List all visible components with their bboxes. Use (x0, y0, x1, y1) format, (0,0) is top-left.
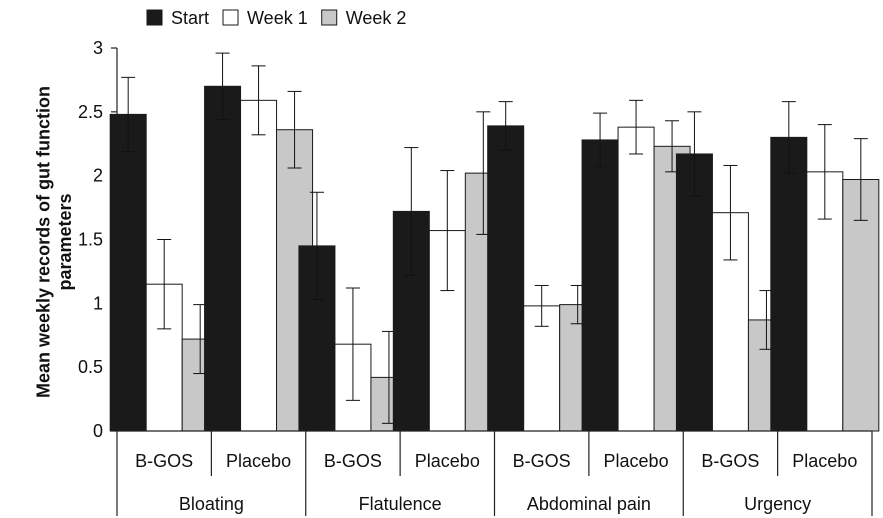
y-tick-label: 0.5 (78, 357, 103, 377)
category-label: Placebo (604, 451, 669, 471)
y-tick-label: 1.5 (78, 230, 103, 250)
category-label: Placebo (226, 451, 291, 471)
group-label: Flatulence (359, 494, 442, 514)
x-axis: B-GOS Placebo B-GOS Placebo B-GOS Placebo B-GO… (116, 430, 873, 516)
y-tick-label: 2 (93, 166, 103, 186)
bar (617, 126, 655, 432)
y-tick-label: 0 (93, 421, 103, 441)
legend-label: Week 2 (346, 8, 407, 28)
category-label: Placebo (415, 451, 480, 471)
bar (487, 125, 525, 432)
bar (581, 139, 619, 432)
category-label: B-GOS (324, 451, 382, 471)
group-label: Abdominal pain (527, 494, 651, 514)
bar (204, 85, 242, 432)
bars (109, 52, 880, 432)
y-tick-label: 2.5 (78, 102, 103, 122)
bar (109, 113, 147, 432)
y-axis-title: Mean weekly records of gut functionparam… (33, 86, 75, 398)
category-label: B-GOS (701, 451, 759, 471)
bar (240, 99, 278, 432)
legend-swatch (222, 9, 239, 26)
legend-swatch (146, 9, 163, 26)
category-label: B-GOS (513, 451, 571, 471)
y-tick-label: 3 (93, 38, 103, 58)
category-label: Placebo (792, 451, 857, 471)
y-tick-label: 1 (93, 293, 103, 313)
group-label: Urgency (744, 494, 811, 514)
legend-label: Start (171, 8, 209, 28)
legend: Start Week 1 Week 2 (146, 8, 407, 28)
bar (770, 136, 808, 432)
legend-swatch (321, 9, 338, 26)
group-label: Bloating (179, 494, 244, 514)
legend-label: Week 1 (247, 8, 308, 28)
bar (675, 153, 713, 432)
category-label: B-GOS (135, 451, 193, 471)
